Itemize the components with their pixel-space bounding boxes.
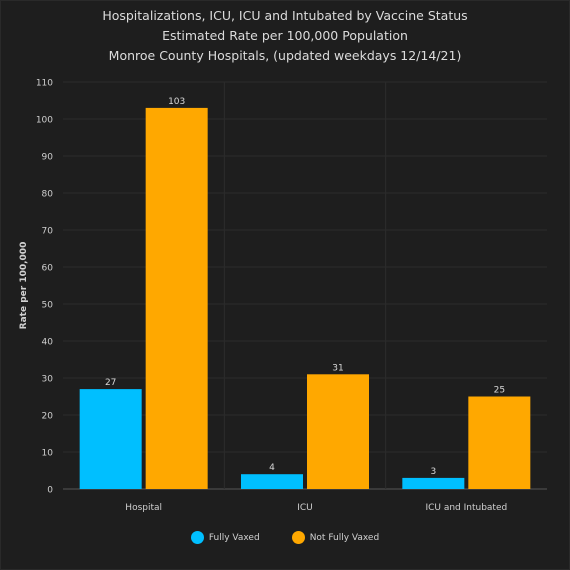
data-label: 103 bbox=[168, 97, 185, 107]
y-tick-label: 90 bbox=[42, 153, 54, 163]
bar-fully-vaxed bbox=[241, 474, 303, 489]
data-label: 3 bbox=[430, 467, 436, 477]
legend-item-fully-vaxed[interactable]: Fully Vaxed bbox=[190, 531, 260, 544]
y-tick-label: 100 bbox=[36, 116, 53, 126]
legend-swatch-fully-vaxed bbox=[190, 531, 204, 544]
y-tick-label: 80 bbox=[42, 190, 54, 200]
bar-fully-vaxed bbox=[79, 389, 142, 489]
legend-label-not-fully-vaxed: Not Fully Vaxed bbox=[309, 532, 380, 543]
data-label: 31 bbox=[332, 363, 343, 373]
legend: Fully Vaxed Not Fully Vaxed bbox=[0, 531, 570, 544]
chart-subtitle-2: Monroe County Hospitals, (updated weekda… bbox=[108, 48, 462, 63]
legend-swatch-not-fully-vaxed bbox=[291, 531, 305, 544]
x-tick-label: ICU bbox=[297, 503, 313, 513]
data-label: 4 bbox=[269, 463, 275, 473]
x-tick-label: ICU and Intubated bbox=[425, 503, 507, 513]
y-tick-label: 110 bbox=[36, 79, 53, 89]
y-tick-label: 60 bbox=[42, 264, 54, 274]
y-tick-label: 0 bbox=[47, 486, 53, 496]
y-tick-label: 10 bbox=[42, 449, 54, 459]
bar-not-fully-vaxed bbox=[468, 396, 531, 489]
y-tick-label: 20 bbox=[42, 412, 54, 422]
data-label: 25 bbox=[494, 386, 505, 396]
data-label: 27 bbox=[105, 378, 116, 388]
chart-subtitle: Estimated Rate per 100,000 Population bbox=[162, 28, 408, 43]
y-tick-label: 50 bbox=[42, 301, 54, 311]
y-tick-label: 40 bbox=[42, 338, 54, 348]
bar-not-fully-vaxed bbox=[307, 374, 369, 489]
y-tick-label: 70 bbox=[42, 227, 54, 237]
bar-fully-vaxed bbox=[402, 477, 465, 489]
legend-item-not-fully-vaxed[interactable]: Not Fully Vaxed bbox=[291, 531, 380, 544]
chart-title-block: Hospitalizations, ICU, ICU and Intubated… bbox=[0, 6, 570, 66]
x-tick-label: Hospital bbox=[125, 503, 162, 513]
chart-title: Hospitalizations, ICU, ICU and Intubated… bbox=[102, 8, 468, 23]
bar-not-fully-vaxed bbox=[145, 107, 208, 490]
y-tick-label: 30 bbox=[42, 375, 54, 385]
legend-label-fully-vaxed: Fully Vaxed bbox=[208, 532, 260, 543]
y-axis-label: Rate per 100,000 bbox=[19, 242, 29, 330]
